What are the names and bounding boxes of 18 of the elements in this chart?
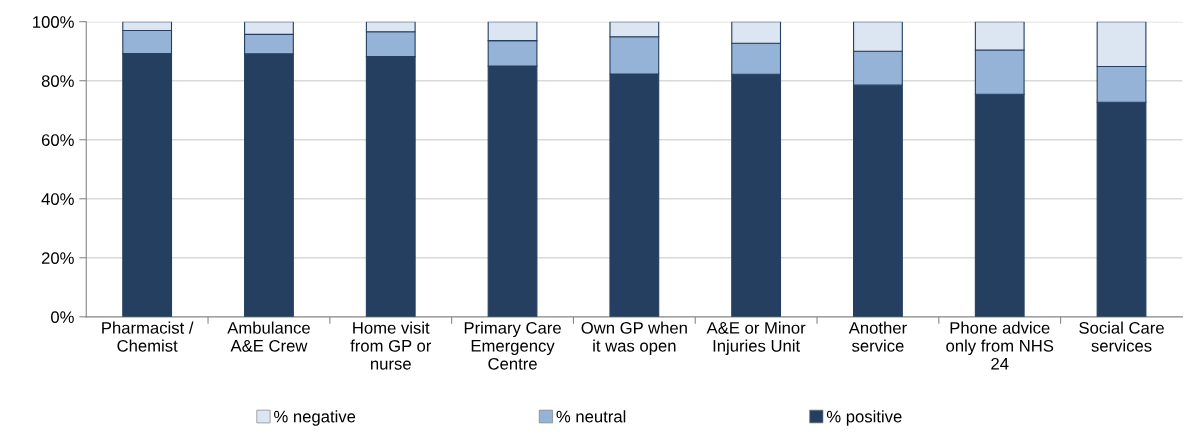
legend-label: % neutral [556,410,626,423]
legend-label: % negative [274,410,356,426]
x-tick-label: Pharmacist / Chemist [102,321,194,352]
x-tick-label: Ambulance A&E Crew [227,321,310,352]
legend-label: % positive [826,410,902,426]
y-tick-label: 0% [51,311,74,324]
x-tick-label: Own GP when it was open [581,321,687,356]
y-tick-label: 60% [41,134,74,146]
x-tick-label: Phone advice only from NHS 24 [946,321,1054,370]
x-tick-label: Another service [848,321,907,352]
x-tick-label: Primary Care Emergency Centre [464,321,561,370]
y-tick-label: 40% [41,193,74,205]
x-tick-label: Social Care services [1079,321,1164,352]
y-tick-label: 20% [41,252,74,264]
y-tick-label: 80% [41,75,74,87]
y-tick-label: 100% [33,16,74,28]
x-tick-label: Home visit from GP or nurse [350,321,432,370]
x-tick-label: A&E or Minor Injuries Unit [706,321,806,356]
